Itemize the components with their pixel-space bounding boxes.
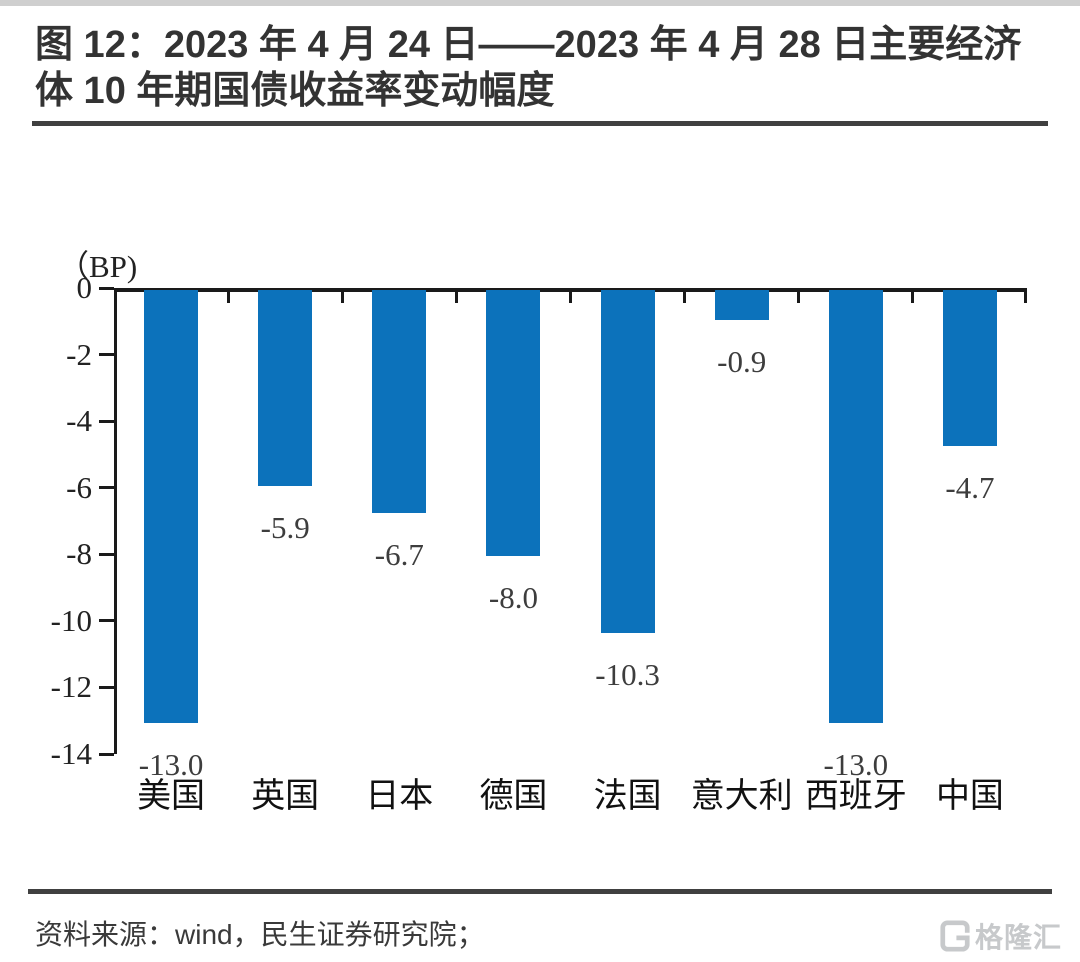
category-label: 法国 — [593, 778, 662, 815]
x-axis-tick — [911, 288, 915, 303]
bar-value-label: -0.9 — [717, 344, 767, 379]
bar — [258, 290, 313, 486]
gelonghui-icon — [939, 920, 971, 952]
y-axis-tick — [99, 752, 114, 756]
category-label: 日本 — [365, 778, 434, 815]
bar — [486, 290, 541, 556]
y-axis-tick — [99, 619, 114, 623]
x-axis-tick — [683, 288, 687, 303]
y-axis-unit-label: （BP) — [58, 249, 138, 284]
category-label: 德国 — [479, 778, 548, 815]
bar-value-label: -13.0 — [823, 747, 889, 782]
x-axis-tick — [454, 288, 458, 303]
bar — [144, 290, 199, 723]
y-axis-tick-label: -6 — [66, 469, 92, 505]
y-axis-tick — [99, 486, 114, 490]
x-axis-tick — [797, 288, 801, 303]
bar-value-label: -8.0 — [488, 580, 538, 615]
bar — [600, 290, 655, 633]
x-axis-tick — [226, 288, 230, 303]
y-axis-tick-label: -14 — [50, 736, 92, 771]
bar-value-label: -5.9 — [260, 510, 310, 545]
y-axis-line — [114, 288, 117, 754]
x-axis-tick — [569, 288, 572, 303]
category-label: 中国 — [935, 778, 1004, 815]
y-axis-tick — [99, 419, 114, 423]
bar-value-label: -6.7 — [374, 537, 424, 572]
gelonghui-logo-text: 格隆汇 — [974, 922, 1062, 953]
bar — [372, 290, 427, 513]
y-axis-tick — [99, 286, 114, 290]
y-axis-tick-label: 0 — [76, 270, 93, 305]
y-axis-tick-label: -4 — [66, 403, 92, 439]
x-axis-tick — [340, 288, 344, 303]
y-axis-tick-label: -2 — [66, 336, 92, 372]
y-axis-tick-label: -8 — [66, 536, 92, 572]
y-axis-tick — [99, 552, 114, 556]
category-label: 西班牙 — [804, 778, 907, 815]
y-axis-tick — [99, 685, 114, 689]
title-divider — [32, 121, 1048, 126]
y-axis-tick-label: -12 — [50, 669, 92, 705]
bar — [942, 290, 997, 446]
bar — [714, 290, 769, 320]
bar-value-label: -10.3 — [595, 657, 660, 692]
x-axis-tick — [1024, 288, 1027, 303]
bar — [828, 290, 883, 723]
footer-divider — [28, 889, 1052, 894]
bar-value-label: -4.7 — [945, 470, 995, 505]
category-label: 英国 — [251, 778, 320, 815]
source-text: 资料来源：wind，民生证券研究院； — [35, 919, 485, 950]
y-axis-tick-label: -10 — [50, 602, 92, 638]
figure-title: 图 12：2023 年 4 月 24 日——2023 年 4 月 28 日主要经… — [35, 24, 1022, 113]
bar-value-label: -13.0 — [138, 747, 204, 782]
gelonghui-logo: 格隆汇 — [939, 916, 1062, 956]
y-axis-tick — [99, 353, 114, 357]
category-label: 美国 — [137, 778, 206, 815]
category-axis-labels: 美国 英国 日本 德国 法国 意大利 西班牙 中国 — [114, 768, 1027, 815]
bond-yield-bar-chart: 0 -2 -4 -6 -8 -10 -12 -14 -13.0 -5.9 -6.7 -8.0 -10.3… — [51, 270, 1027, 782]
page-top-edge — [0, 0, 1080, 6]
category-label: 意大利 — [690, 778, 793, 815]
